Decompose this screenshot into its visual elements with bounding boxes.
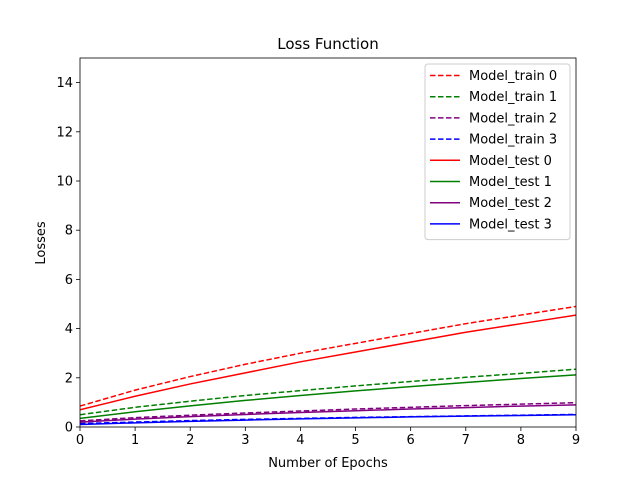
x-tick-label: 0 bbox=[76, 433, 84, 448]
series-line-test-6 bbox=[80, 404, 576, 423]
y-tick-label: 12 bbox=[56, 125, 73, 140]
legend-label: Model_train 3 bbox=[469, 133, 557, 148]
chart-title: Loss Function bbox=[277, 35, 378, 53]
y-tick-label: 4 bbox=[65, 322, 73, 337]
series-line-test-4 bbox=[80, 314, 576, 411]
x-tick-label: 2 bbox=[186, 433, 194, 448]
x-tick-label: 8 bbox=[517, 433, 525, 448]
series-line-test-7 bbox=[80, 413, 576, 426]
series-layer bbox=[80, 305, 576, 426]
y-axis-label: Losses bbox=[34, 221, 49, 265]
legend-label: Model_train 1 bbox=[469, 90, 557, 105]
plot-frame bbox=[79, 57, 577, 428]
x-tick-label: 1 bbox=[131, 433, 139, 448]
y-tick-label: 10 bbox=[56, 175, 73, 190]
series-line-test-5 bbox=[80, 374, 576, 420]
y-tick-label: 6 bbox=[65, 273, 73, 288]
x-tick-label: 7 bbox=[462, 433, 470, 448]
x-tick-label: 6 bbox=[407, 433, 415, 448]
y-tick-label: 8 bbox=[65, 224, 73, 239]
legend-label: Model_test 0 bbox=[469, 154, 552, 169]
x-tick-label: 9 bbox=[572, 433, 580, 448]
legend-label: Model_train 0 bbox=[469, 69, 557, 84]
legend: Model_train 0 Model_train 1 Model_train 2 M… bbox=[424, 63, 571, 241]
legend-label: Model_train 2 bbox=[469, 111, 557, 126]
series-line-train-1 bbox=[80, 368, 576, 416]
series-line-train-2 bbox=[80, 401, 576, 422]
x-axis-label: Number of Epochs bbox=[268, 456, 388, 471]
legend-label: Model_test 2 bbox=[469, 196, 552, 211]
y-tick-label: 0 bbox=[65, 421, 73, 436]
x-tick-label: 5 bbox=[351, 433, 359, 448]
x-tick-label: 4 bbox=[296, 433, 304, 448]
y-tick-label: 14 bbox=[56, 76, 73, 91]
legend-label: Model_test 3 bbox=[469, 217, 552, 232]
legend-label: Model_test 1 bbox=[469, 175, 552, 190]
legend-box bbox=[424, 63, 571, 241]
y-tick-label: 2 bbox=[65, 371, 73, 386]
x-tick-label: 3 bbox=[241, 433, 249, 448]
